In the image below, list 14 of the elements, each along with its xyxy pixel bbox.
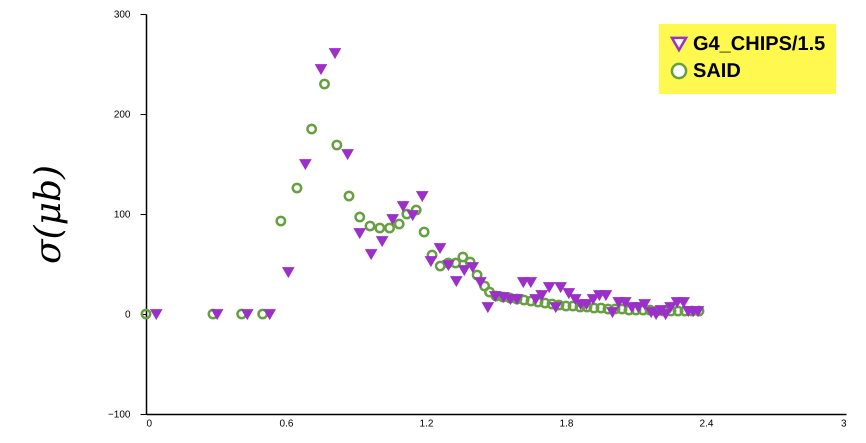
y-tick-label: −100	[108, 410, 131, 420]
y-tick-label: 300	[114, 10, 131, 20]
y-axis-title: σ(μb)	[28, 164, 69, 264]
legend-label: SAID	[693, 60, 741, 82]
y-tick-label: 0	[124, 310, 131, 320]
y-tick-label: 200	[114, 110, 131, 120]
x-tick-label: 0	[146, 418, 152, 430]
x-tick-label: 0.6	[280, 418, 294, 430]
x-tick-label: 3	[840, 418, 847, 430]
x-tick-label: 1.8	[560, 418, 574, 430]
x-tick-label: 2.4	[700, 418, 714, 430]
legend-label: G4_CHIPS/1.5	[693, 33, 826, 55]
y-tick-label: 100	[114, 210, 131, 220]
x-tick-label: 1.2	[420, 418, 434, 430]
